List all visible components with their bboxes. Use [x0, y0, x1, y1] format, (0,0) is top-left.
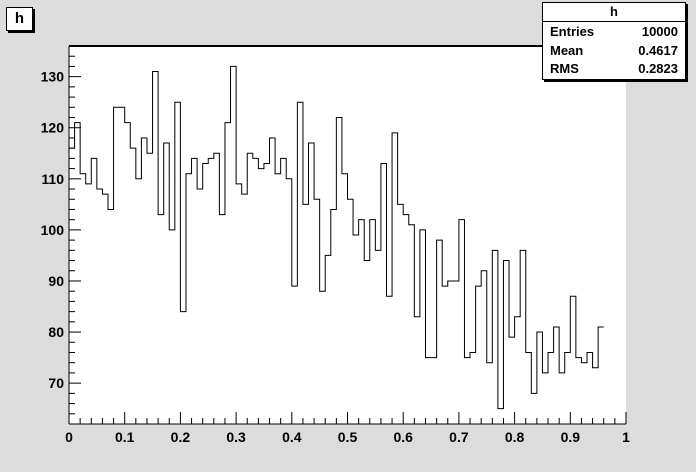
- histogram-line: [69, 65, 604, 410]
- stats-label: Entries: [550, 24, 595, 39]
- x-tick-label: 0.1: [115, 429, 135, 445]
- x-tick-label: 0.9: [561, 429, 581, 445]
- y-tick-label: 110: [41, 171, 64, 187]
- y-tick-label: 100: [41, 222, 65, 238]
- x-tick-label: 0.4: [282, 429, 302, 445]
- x-tick-label: 0.6: [393, 429, 413, 445]
- stats-row-mean: Mean 0.4617: [543, 41, 685, 60]
- x-tick-label: 0: [65, 429, 73, 445]
- stats-title: h: [543, 3, 685, 22]
- x-tick-label: 1: [622, 429, 630, 445]
- plot-area: [69, 46, 626, 424]
- y-tick-label: 90: [48, 273, 64, 289]
- x-tick-label: 0.8: [505, 429, 525, 445]
- histogram-title: h: [6, 7, 33, 31]
- x-tick-label: 0.3: [226, 429, 246, 445]
- y-tick-label: 70: [48, 375, 64, 391]
- stats-row-entries: Entries 10000: [543, 22, 685, 41]
- stats-box: h Entries 10000 Mean 0.4617 RMS 0.2823: [542, 2, 686, 80]
- x-tick-label: 0.2: [171, 429, 191, 445]
- stats-label: Mean: [550, 42, 584, 58]
- stats-value: 0.4617: [638, 42, 678, 58]
- stats-value: 0.2823: [638, 61, 678, 76]
- x-tick-label: 0.7: [449, 429, 469, 445]
- y-tick-label: 130: [41, 69, 65, 85]
- stats-value: 10000: [641, 24, 678, 39]
- stats-label: RMS: [550, 61, 579, 76]
- stats-row-rms: RMS 0.2823: [543, 59, 685, 78]
- x-tick-label: 0.5: [338, 429, 358, 445]
- y-tick-label: 120: [41, 120, 65, 136]
- x-axis-ticks: 0 0.1 0.2 0.3 0.4 0.5 0.6 0.7 0.8 0.9 1: [65, 412, 630, 445]
- y-tick-label: 80: [48, 324, 64, 340]
- y-axis-ticks: 70 80 90 100 110 120 130: [41, 55, 81, 415]
